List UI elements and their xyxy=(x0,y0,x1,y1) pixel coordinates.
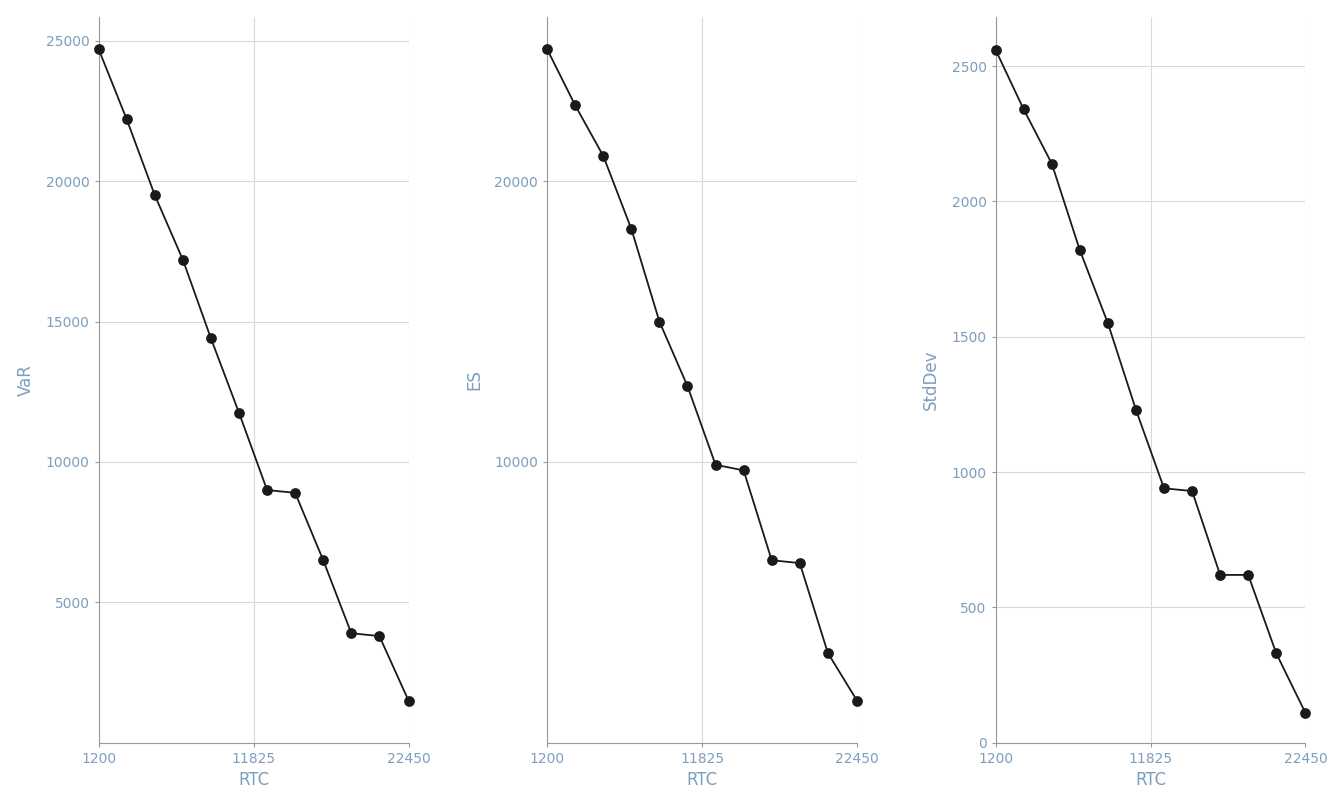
Point xyxy=(87,43,109,56)
Point xyxy=(732,464,754,477)
Point xyxy=(285,486,306,499)
Point xyxy=(1097,317,1118,330)
Point xyxy=(172,253,194,266)
X-axis label: RTC: RTC xyxy=(1134,771,1167,789)
Point xyxy=(761,554,782,567)
Point xyxy=(1210,568,1231,581)
Point xyxy=(593,149,614,162)
Point xyxy=(1153,482,1175,495)
X-axis label: RTC: RTC xyxy=(238,771,269,789)
Point xyxy=(1294,707,1316,720)
Point xyxy=(621,222,642,235)
Point xyxy=(1238,568,1259,581)
Y-axis label: StdDev: StdDev xyxy=(922,350,941,410)
Point xyxy=(228,406,250,419)
Point xyxy=(677,380,699,393)
Point xyxy=(985,44,1007,56)
Point xyxy=(649,315,671,328)
Point xyxy=(368,629,390,642)
Point xyxy=(200,332,222,345)
Point xyxy=(1181,484,1203,497)
Point xyxy=(817,646,839,659)
Point xyxy=(313,554,335,567)
Y-axis label: VaR: VaR xyxy=(16,364,35,396)
X-axis label: RTC: RTC xyxy=(687,771,718,789)
Point xyxy=(340,627,362,640)
Point xyxy=(704,459,726,472)
Point xyxy=(1013,103,1035,116)
Point xyxy=(144,189,165,202)
Point xyxy=(116,113,137,126)
Point xyxy=(536,43,558,56)
Point xyxy=(1125,403,1146,416)
Point xyxy=(398,694,419,707)
Point xyxy=(847,694,868,707)
Point xyxy=(1068,243,1090,256)
Point xyxy=(1042,157,1063,170)
Point xyxy=(789,557,810,570)
Point xyxy=(564,99,586,112)
Point xyxy=(257,484,278,496)
Y-axis label: ES: ES xyxy=(465,369,482,390)
Point xyxy=(1266,647,1288,660)
